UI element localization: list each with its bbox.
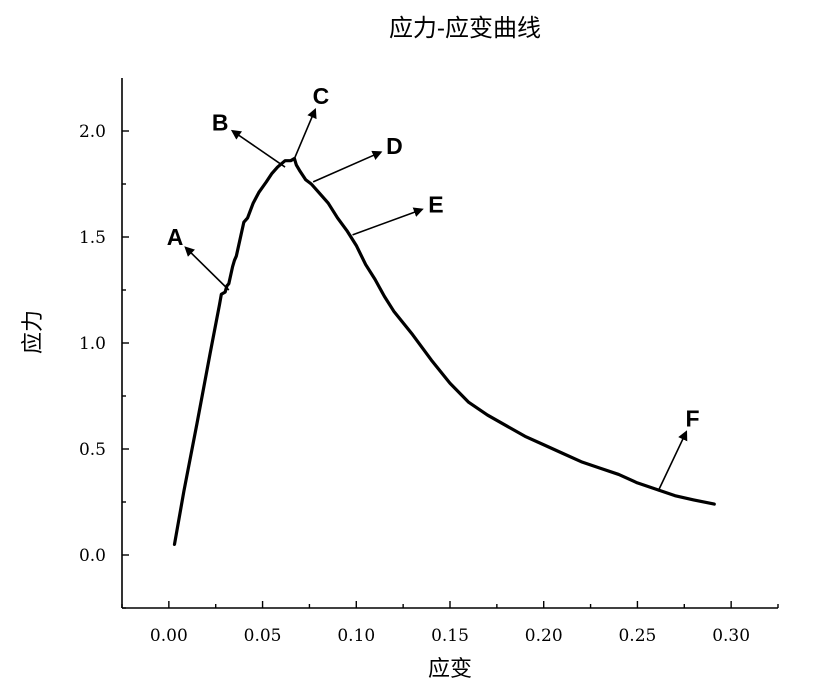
annotation-arrow-a (184, 246, 230, 291)
x-tick-label: 0.00 (150, 626, 188, 646)
annotation-label-d: D (386, 133, 403, 159)
x-ticks: 0.00 0.05 0.10 0.15 0.20 0.25 0.30 (121, 601, 779, 646)
stress-strain-curve (172, 156, 716, 546)
y-axis-label: 应力 (21, 310, 46, 354)
annotation-label-a: A (167, 224, 184, 250)
x-tick-label: 0.15 (431, 626, 469, 646)
x-tick-label: 0.20 (525, 626, 563, 646)
x-tick-label: 0.05 (244, 626, 282, 646)
annotation-arrow-f (657, 430, 688, 492)
x-axis-label: 应变 (428, 657, 472, 682)
y-ticks: 0.0 0.5 1.0 1.5 2.0 (79, 122, 129, 609)
y-tick-label: 2.0 (79, 122, 106, 142)
x-tick-label: 0.30 (712, 626, 750, 646)
annotation-label-c: C (313, 83, 330, 109)
y-tick-label: 1.5 (79, 228, 106, 248)
chart-title: 应力-应变曲线 (389, 14, 541, 42)
y-tick-label: 0.0 (79, 546, 106, 566)
y-tick-label: 1.0 (79, 334, 106, 354)
annotation-arrow-d (312, 150, 383, 183)
annotation-label-f: F (686, 405, 700, 431)
annotation-arrow-e (352, 207, 424, 236)
annotation-arrow-b (230, 129, 286, 168)
x-tick-label: 0.25 (618, 626, 656, 646)
annotation-label-b: B (212, 110, 229, 136)
y-tick-label: 0.5 (79, 440, 106, 460)
axes (121, 78, 778, 609)
x-tick-label: 0.10 (337, 626, 375, 646)
annotations: A B C D E F (167, 83, 700, 492)
annotation-arrow-c (293, 107, 317, 159)
annotation-label-e: E (428, 191, 443, 217)
